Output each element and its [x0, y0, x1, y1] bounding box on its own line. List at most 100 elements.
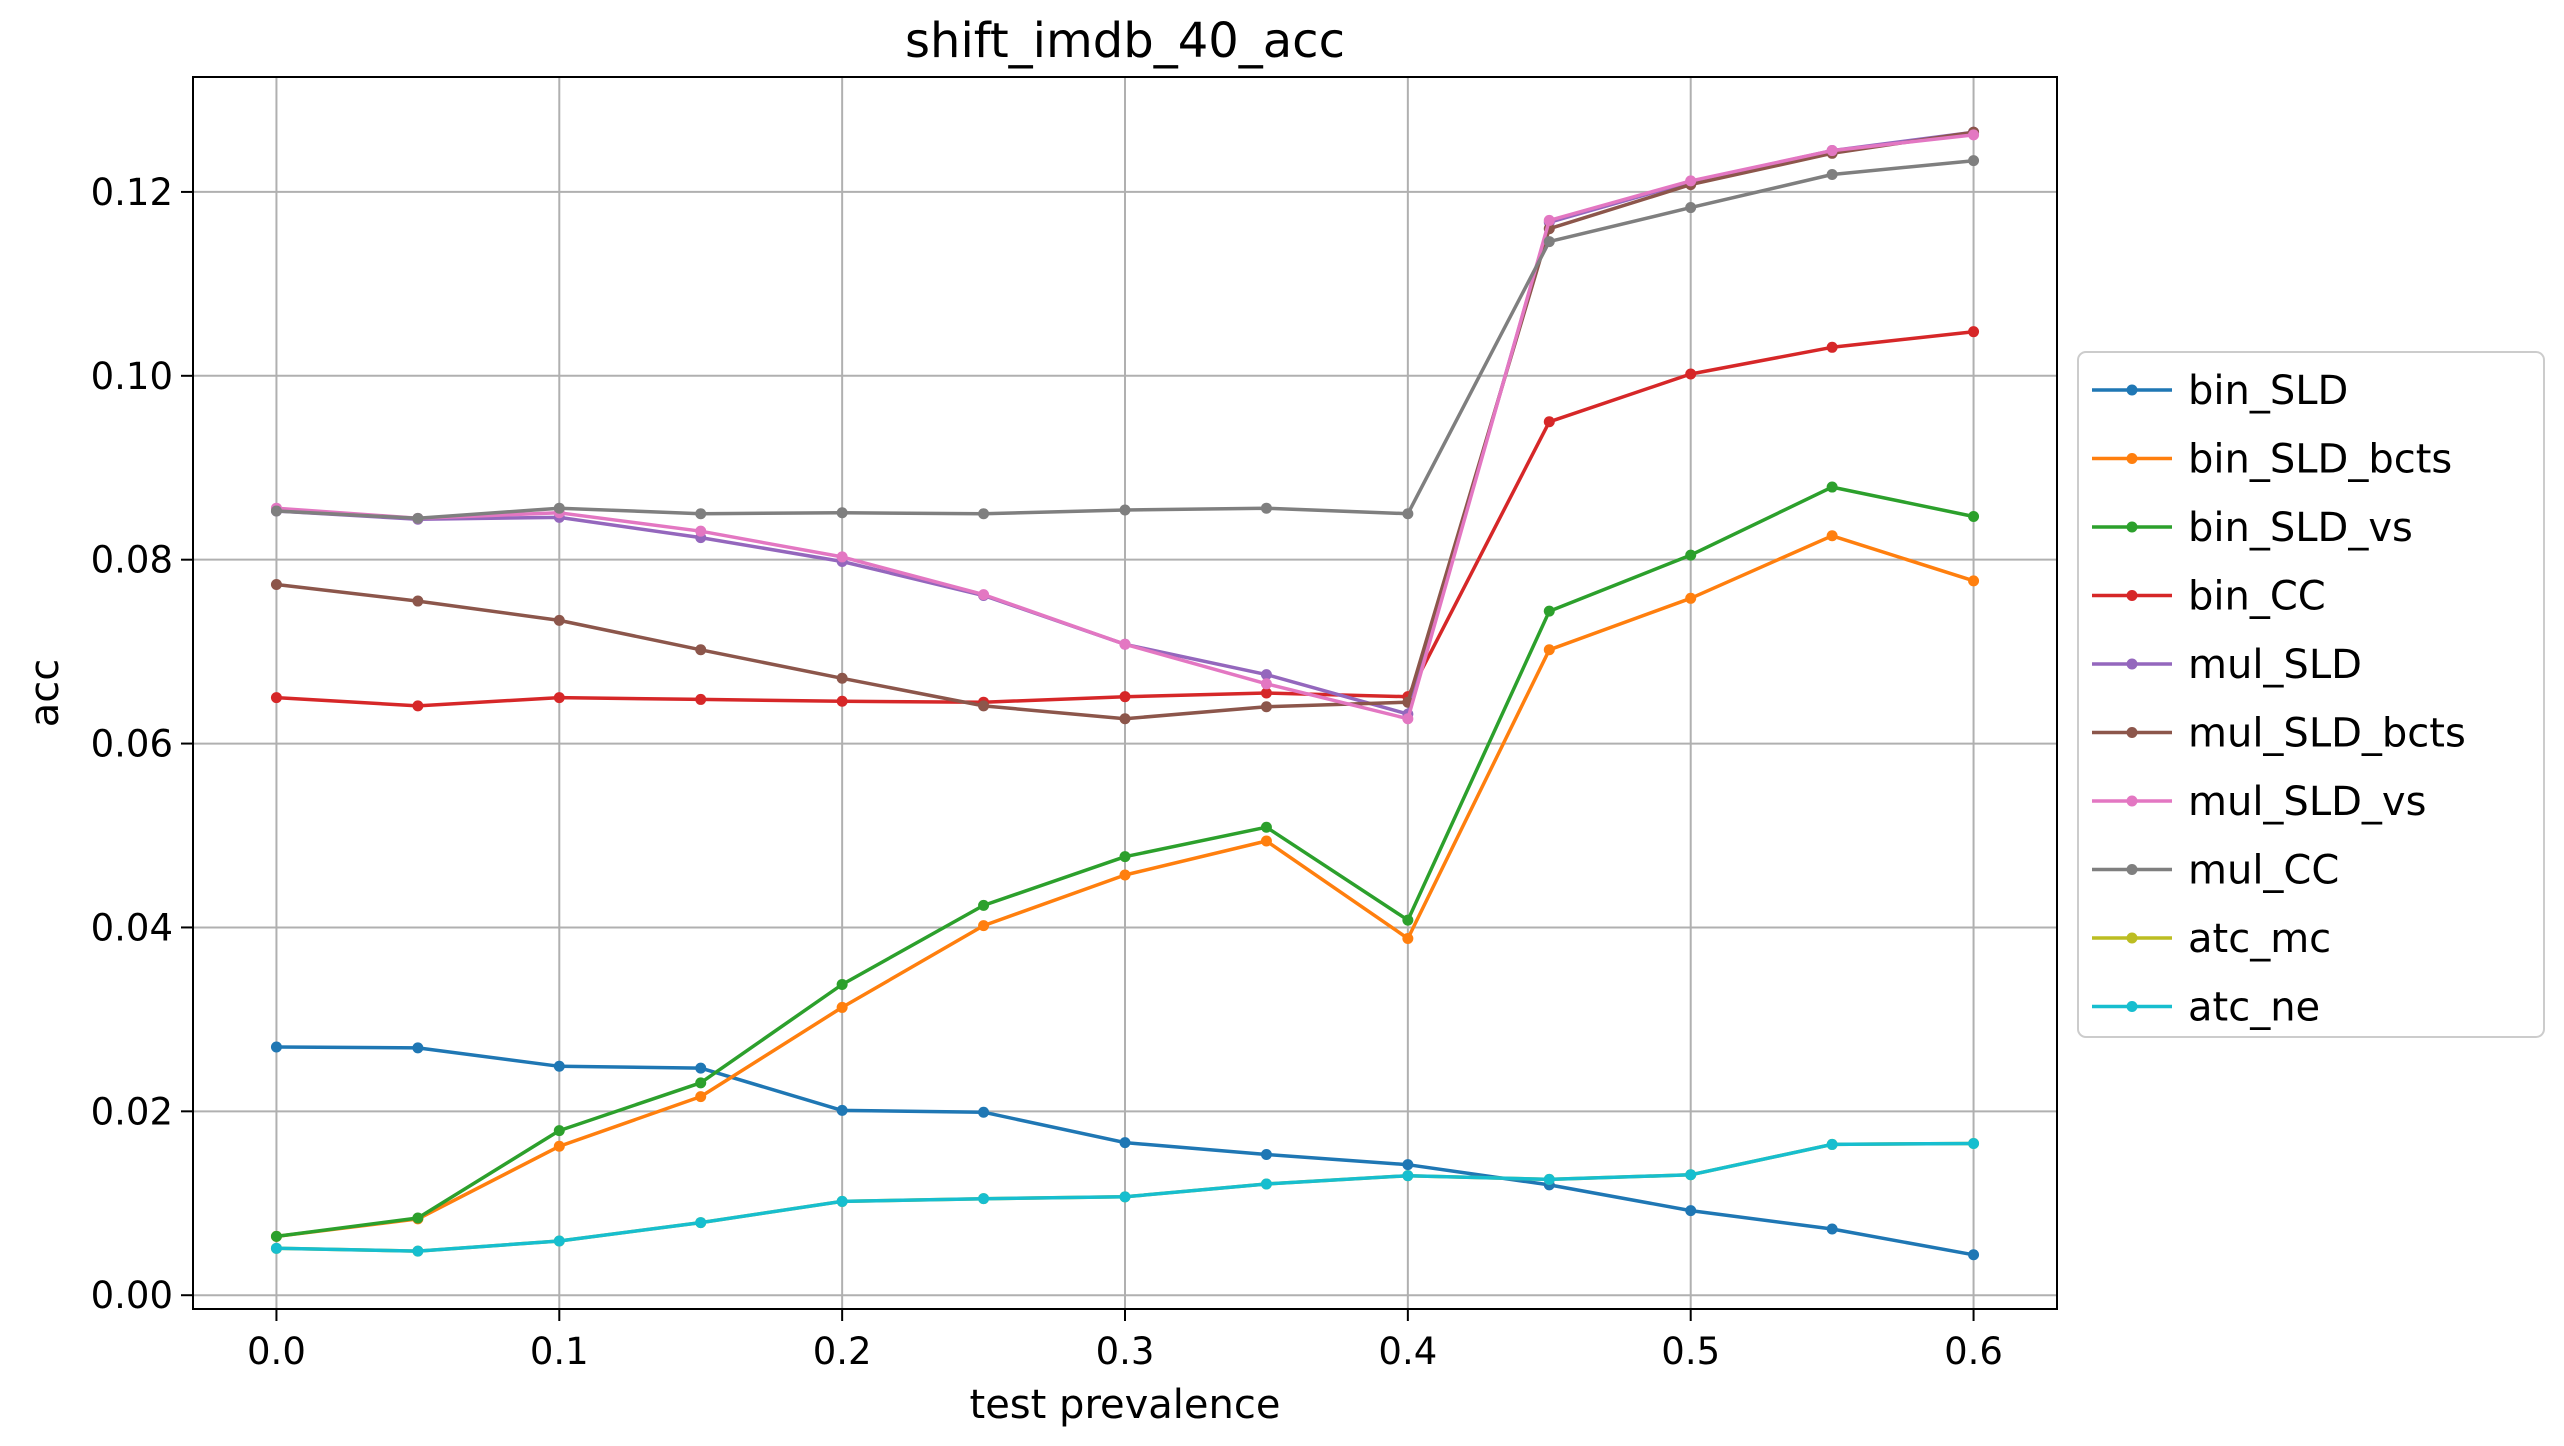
grid — [193, 77, 2057, 1309]
data-point — [1260, 502, 1272, 514]
y-tick-label: 0.04 — [91, 906, 173, 949]
data-point — [978, 1193, 990, 1205]
data-point — [1826, 530, 1838, 542]
chart-title: shift_imdb_40_acc — [905, 13, 1345, 69]
data-point — [270, 1041, 282, 1053]
series-lines — [270, 126, 1980, 1261]
data-point — [1402, 1170, 1414, 1182]
data-point — [553, 692, 565, 704]
data-point — [1402, 1159, 1414, 1171]
legend-label: atc_mc — [2188, 916, 2331, 962]
data-point — [1968, 575, 1980, 587]
data-point — [1685, 202, 1697, 214]
data-point — [1402, 914, 1414, 926]
data-point — [1260, 821, 1272, 833]
data-point — [412, 700, 424, 712]
data-point — [1968, 326, 1980, 338]
x-tick-label: 0.3 — [1096, 1330, 1155, 1373]
data-point — [1543, 644, 1555, 656]
data-point — [1260, 678, 1272, 690]
legend-swatch-marker — [2126, 727, 2138, 738]
data-point — [1543, 236, 1555, 248]
data-point — [412, 595, 424, 607]
data-point — [1685, 175, 1697, 187]
data-point — [695, 693, 707, 705]
data-point — [978, 508, 990, 520]
data-point — [270, 692, 282, 704]
series-bin-sld — [270, 1041, 1980, 1261]
legend-label: atc_ne — [2188, 985, 2320, 1031]
legend-item: mul_SLD — [2092, 642, 2362, 688]
data-point — [553, 1140, 565, 1152]
legend-item: atc_mc — [2092, 916, 2331, 962]
legend-item: bin_SLD — [2092, 368, 2348, 414]
data-point — [553, 1060, 565, 1072]
data-point — [836, 672, 848, 684]
axis-ticks: 0.0 0.1 0.2 0.3 0.4 0.5 0.6 0.00 0.02 0.04 0.06 0.0… — [91, 171, 2003, 1373]
data-point — [412, 1212, 424, 1224]
legend-label: mul_SLD_bcts — [2188, 711, 2466, 757]
data-point — [1968, 155, 1980, 167]
data-point — [695, 644, 707, 656]
y-tick-label: 0.12 — [91, 171, 173, 214]
legend-swatch-marker — [2126, 384, 2138, 396]
data-point — [1543, 214, 1555, 226]
data-point — [412, 512, 424, 524]
x-tick-label: 0.6 — [1944, 1330, 2003, 1373]
legend-swatch-marker — [2126, 864, 2138, 875]
data-point — [1685, 368, 1697, 380]
data-point — [978, 700, 990, 712]
legend-swatch-marker — [2126, 521, 2138, 533]
legend-label: mul_SLD_vs — [2188, 779, 2426, 825]
data-point — [978, 920, 990, 932]
y-tick-label: 0.06 — [91, 723, 173, 766]
data-point — [1685, 1169, 1697, 1181]
y-tick-label: 0.10 — [91, 355, 173, 398]
data-point — [1260, 669, 1272, 681]
data-point — [978, 589, 990, 601]
data-point — [1543, 416, 1555, 428]
y-tick-label: 0.02 — [91, 1090, 173, 1133]
series-mul-cc — [270, 155, 1980, 524]
data-point — [553, 502, 565, 514]
data-point — [1826, 1223, 1838, 1235]
data-point — [1119, 504, 1131, 516]
data-point — [1260, 1178, 1272, 1190]
data-point — [836, 695, 848, 707]
data-point — [1543, 605, 1555, 617]
legend-label: mul_SLD — [2188, 642, 2362, 688]
data-point — [1826, 145, 1838, 157]
legend-item: mul_CC — [2092, 848, 2339, 894]
series-atc-ne — [270, 1138, 1980, 1257]
data-point — [1119, 869, 1131, 881]
data-point — [1826, 1138, 1838, 1150]
legend-frame — [2077, 351, 2545, 1038]
data-point — [1260, 835, 1272, 847]
legend-swatch-marker — [2126, 795, 2138, 807]
data-point — [1543, 1173, 1555, 1185]
data-point — [1119, 691, 1131, 703]
legend-label: bin_SLD_vs — [2188, 505, 2413, 551]
data-point — [1119, 851, 1131, 863]
data-point — [1968, 510, 1980, 522]
data-point — [1826, 481, 1838, 493]
data-point — [270, 1230, 282, 1242]
legend-item: mul_SLD_bcts — [2092, 711, 2466, 757]
legend-item: bin_SLD_bcts — [2092, 437, 2452, 483]
data-point — [1402, 932, 1414, 944]
legend-swatch-marker — [2126, 453, 2138, 464]
legend-label: bin_SLD_bcts — [2188, 437, 2452, 483]
data-point — [1119, 1191, 1131, 1203]
y-axis-label: acc — [22, 659, 68, 728]
legend-swatch-marker — [2126, 658, 2138, 670]
data-point — [1826, 168, 1838, 180]
data-point — [1119, 1137, 1131, 1149]
data-point — [270, 505, 282, 517]
data-point — [412, 1245, 424, 1257]
data-point — [695, 1062, 707, 1074]
legend-label: bin_SLD — [2188, 368, 2348, 414]
data-point — [695, 525, 707, 537]
y-tick-label: 0.00 — [91, 1274, 173, 1317]
data-point — [1685, 1205, 1697, 1217]
